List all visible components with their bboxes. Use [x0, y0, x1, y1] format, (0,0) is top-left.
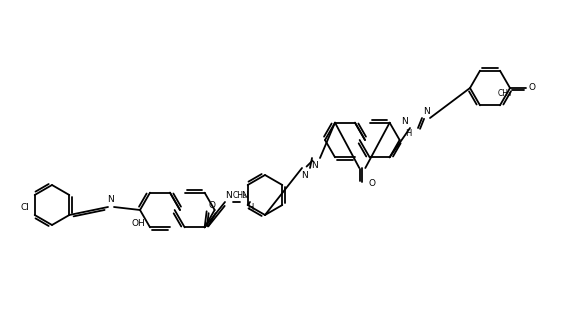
Text: CH₃: CH₃ — [498, 89, 512, 98]
Text: N: N — [312, 162, 318, 171]
Text: N: N — [302, 171, 309, 180]
Text: N: N — [241, 191, 248, 200]
Text: H: H — [247, 203, 253, 212]
Text: CH₃: CH₃ — [232, 191, 246, 200]
Text: N: N — [108, 196, 114, 205]
Text: O: O — [208, 201, 215, 210]
Text: OH: OH — [131, 219, 145, 228]
Text: H: H — [405, 130, 411, 139]
Text: Cl: Cl — [20, 202, 29, 211]
Text: N: N — [402, 117, 408, 126]
Text: O: O — [528, 83, 535, 92]
Text: O: O — [369, 179, 376, 188]
Text: N: N — [226, 191, 232, 200]
Text: N: N — [422, 108, 429, 117]
